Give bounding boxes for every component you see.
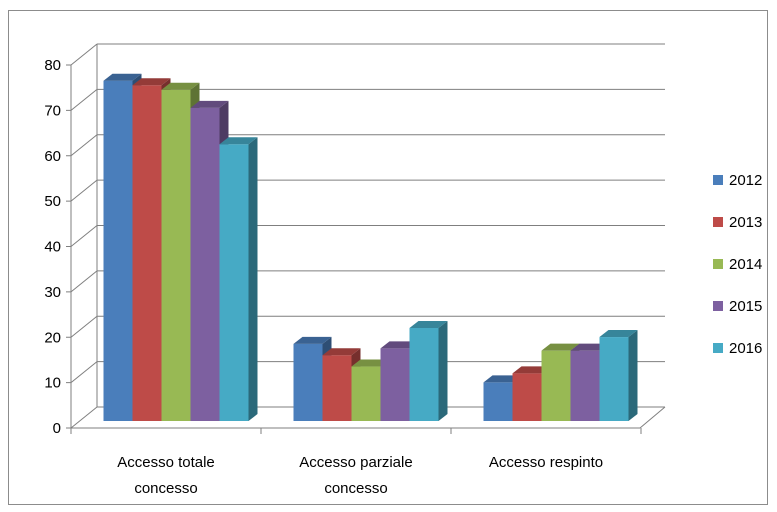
bar-front [161,89,191,421]
legend-swatch [713,343,723,353]
bars-layer [103,73,638,421]
bar-top [132,78,171,86]
bar-top [219,137,258,145]
bar-side [438,320,448,421]
x-category-label: Accesso respinto [489,454,603,471]
legend-swatch [713,217,723,227]
bar-front [512,373,542,421]
y-tick-label: 0 [53,420,61,437]
legend-item-2013: 2013 [713,214,762,231]
legend-swatch [713,175,723,185]
bar-front [541,350,571,421]
bar-top [322,348,361,356]
legend-swatch [713,259,723,269]
labels-layer: 0 10 20 30 40 50 60 70 80 Accesso totale concesso A… [44,57,603,497]
x-category-label: Accesso totale [117,454,215,471]
bar-front [599,337,629,421]
legend-label: 2016 [729,340,762,357]
y-tick-label: 50 [44,193,61,210]
y-tick-label: 70 [44,102,61,119]
legend-label: 2014 [729,256,762,273]
bar-top [483,375,522,383]
bar-front [132,85,162,421]
bar-front [351,366,381,421]
bar-top [293,336,332,344]
legend-label: 2015 [729,298,762,315]
y-tick-label: 30 [44,284,61,301]
legend-item-2015: 2015 [713,298,762,315]
bar-front [293,343,323,421]
x-category-label: concesso [324,480,387,497]
legend: 2012 2013 2014 2015 2016 [713,172,762,357]
legend-item-2014: 2014 [713,256,762,273]
y-tick-label: 60 [44,148,61,165]
bar-top [380,341,419,349]
legend-label: 2012 [729,172,762,189]
bar-top [409,320,448,328]
x-category-label: Accesso parziale [299,454,412,471]
bar-side [248,137,258,421]
floor-right-edge [639,406,666,429]
bar-2016-2 [599,330,638,421]
legend-label: 2013 [729,214,762,231]
bar-top [351,359,390,367]
gridline [70,43,665,66]
bar-front [570,350,600,421]
y-tick-label: 20 [44,329,61,346]
bar-top [161,82,200,90]
legend-item-2012: 2012 [713,172,762,189]
bar-front [219,144,249,421]
bar-top [103,73,142,81]
bar-top [541,343,580,351]
bar-front [380,348,410,421]
y-tick-label: 10 [44,375,61,392]
bar-top [190,100,229,108]
y-tick-label: 80 [44,57,61,74]
bar-top [599,330,638,338]
legend-swatch [713,301,723,311]
bar-front [483,382,513,421]
bar-front [409,327,439,421]
axis-layer [66,44,666,434]
x-category-label: concesso [134,480,197,497]
bar-front [190,107,220,421]
legend-item-2016: 2016 [713,340,762,357]
bar-2016-0 [219,137,258,421]
bar-2016-1 [409,320,448,421]
chart-frame [8,10,768,505]
bar-front [322,355,352,421]
y-tick-label: 40 [44,239,61,256]
bar-top [570,343,609,351]
bar-front [103,80,133,421]
bar-side [628,330,638,421]
bar-top [512,366,551,374]
